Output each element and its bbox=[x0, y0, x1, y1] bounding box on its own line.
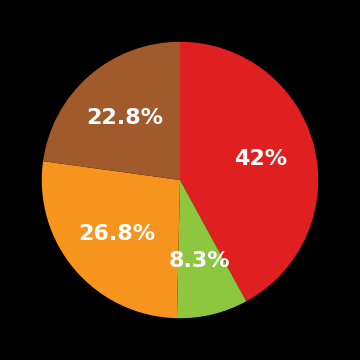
Text: 22.8%: 22.8% bbox=[87, 108, 164, 128]
Wedge shape bbox=[180, 42, 318, 301]
Text: 8.3%: 8.3% bbox=[169, 251, 231, 270]
Wedge shape bbox=[177, 180, 246, 318]
Wedge shape bbox=[42, 161, 180, 318]
Text: 26.8%: 26.8% bbox=[78, 224, 156, 244]
Wedge shape bbox=[43, 42, 180, 180]
Text: 42%: 42% bbox=[234, 149, 287, 169]
